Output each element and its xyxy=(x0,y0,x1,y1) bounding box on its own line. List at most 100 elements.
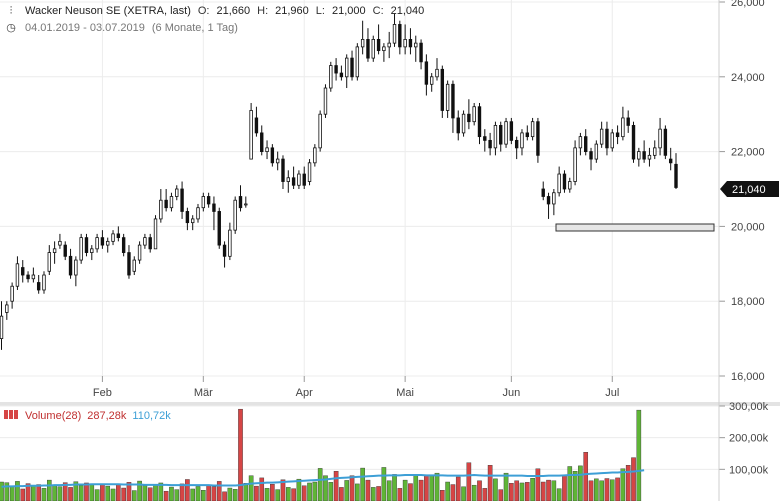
volume-average-value: 110,72k xyxy=(132,410,171,422)
volume-bar xyxy=(275,489,280,501)
volume-bar xyxy=(620,468,626,501)
volume-bar xyxy=(588,480,594,501)
volume-bar xyxy=(238,408,243,501)
volume-bar xyxy=(46,479,52,501)
candle-body xyxy=(106,240,110,246)
candle-body xyxy=(74,259,78,276)
candle-body xyxy=(323,87,328,115)
candle-body xyxy=(265,147,269,153)
price-grid xyxy=(0,0,719,377)
candle-body xyxy=(228,229,232,257)
volume-tick-label: 300,00k xyxy=(729,401,769,413)
instrument-title: Wacker Neuson SE (XETRA, last) xyxy=(25,5,191,17)
volume-bar xyxy=(466,462,472,501)
volume-bar xyxy=(36,484,41,501)
volume-bar xyxy=(631,457,636,501)
volume-grid xyxy=(0,405,719,470)
volume-bar xyxy=(147,487,153,501)
candle-body xyxy=(116,233,121,239)
volume-tick-label: 100,00k xyxy=(729,464,769,476)
candle-body xyxy=(31,274,36,280)
candle-body xyxy=(318,113,322,149)
volume-bar xyxy=(25,483,31,501)
date-axis: Feb Mär Apr Mai Jun Jul xyxy=(93,376,619,399)
date-range: 04.01.2019 - 03.07.2019 xyxy=(25,22,145,34)
price-tick-label: 16,000 xyxy=(731,371,765,383)
candle-body xyxy=(233,199,237,231)
header-row-ohlc: ⫶ Wacker Neuson SE (XETRA, last) O: 21,6… xyxy=(4,3,425,20)
price-tick-label: 22,000 xyxy=(731,147,765,159)
volume-bar xyxy=(450,484,456,501)
candle-body xyxy=(419,42,423,63)
volume-bar xyxy=(41,488,47,501)
candle-body xyxy=(546,196,551,205)
volume-bar xyxy=(599,480,604,501)
open-label: O: xyxy=(197,5,210,17)
volume-bar xyxy=(477,480,482,501)
volume-bar xyxy=(551,480,557,501)
candle-body xyxy=(392,24,397,44)
candle-body xyxy=(509,121,514,141)
volume-bar xyxy=(503,472,509,501)
price-tick-label: 18,000 xyxy=(731,296,765,308)
candle-body xyxy=(180,188,184,212)
candle-body xyxy=(573,147,577,182)
candle-body xyxy=(286,177,290,182)
candle-body xyxy=(488,139,492,149)
volume-bar xyxy=(408,483,413,501)
low-label: L: xyxy=(315,5,325,17)
volume-bar xyxy=(530,478,535,501)
candle-body xyxy=(0,315,4,340)
volume-bar xyxy=(312,481,318,501)
candle-body xyxy=(408,39,413,48)
date-tick-label: Jul xyxy=(605,387,619,399)
candle-body xyxy=(584,136,588,152)
volume-average-line xyxy=(1,469,645,488)
candle-body xyxy=(212,203,216,212)
volume-bar xyxy=(519,482,525,501)
volume-bar xyxy=(440,490,445,501)
volume-bar xyxy=(392,474,397,501)
volume-legend-icon xyxy=(4,410,19,422)
candle-body xyxy=(249,110,253,160)
candle-body xyxy=(610,132,614,149)
candle-body xyxy=(658,128,662,149)
candle-body xyxy=(557,173,561,194)
candle-body xyxy=(63,244,67,257)
volume-bar xyxy=(471,484,477,501)
low-value: 21,000 xyxy=(331,5,366,17)
horizontal-marker[interactable] xyxy=(555,223,715,232)
volume-bar xyxy=(301,485,307,501)
candle-body xyxy=(403,39,407,48)
volume-bar xyxy=(381,467,387,501)
candle-body xyxy=(461,113,466,134)
candle-body xyxy=(164,199,168,209)
volume-bar xyxy=(201,490,206,501)
candle-body xyxy=(281,158,285,182)
volume-bar xyxy=(100,484,105,501)
candle-body xyxy=(647,154,652,160)
candle-body xyxy=(79,237,83,261)
volume-bar xyxy=(397,488,403,501)
candle-body xyxy=(307,162,312,182)
volume-bar xyxy=(52,484,57,501)
candle-body xyxy=(637,151,641,160)
candle-body xyxy=(302,173,306,186)
candle-body xyxy=(10,285,14,302)
candle-body xyxy=(42,274,46,291)
volume-bar xyxy=(434,472,440,501)
candle-body xyxy=(313,147,317,164)
candle-body xyxy=(387,42,391,48)
volume-bar xyxy=(572,471,578,501)
last-price-badge: 21,040 xyxy=(720,181,779,197)
candle-body xyxy=(376,39,381,52)
volume-bar xyxy=(344,480,350,501)
volume-bar xyxy=(307,482,312,501)
candle-body xyxy=(663,128,668,156)
volume-bar xyxy=(562,474,567,501)
candle-body xyxy=(201,196,206,209)
volume-bar xyxy=(57,486,63,501)
volume-bar xyxy=(0,481,4,501)
volume-bar xyxy=(243,483,249,501)
